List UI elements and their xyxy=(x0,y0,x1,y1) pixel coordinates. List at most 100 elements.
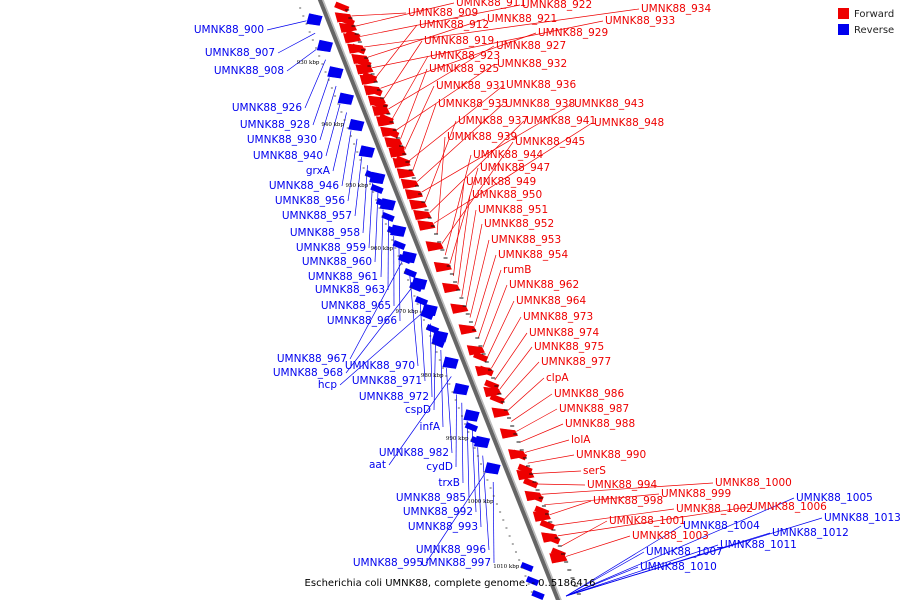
leader-line-forward xyxy=(498,346,533,391)
gene-arrow xyxy=(498,427,519,440)
leader-line-forward xyxy=(564,535,631,558)
gene-arrow xyxy=(432,261,453,273)
gene-block xyxy=(373,99,389,111)
gene-arrow xyxy=(490,406,511,419)
leader-line-forward xyxy=(387,45,495,110)
forward-gene-label: UMNK88_977 xyxy=(541,356,611,368)
gene-block xyxy=(431,337,445,349)
leader-line-forward xyxy=(552,508,675,526)
leader-line-forward xyxy=(379,32,537,90)
forward-gene-label: UMNK88_998 xyxy=(593,495,663,507)
leader-line-forward xyxy=(523,439,570,454)
gene-arrow xyxy=(404,188,424,201)
leader-line-forward xyxy=(411,103,437,173)
forward-gene-label: UMNK88_988 xyxy=(565,418,635,430)
forward-gene-label: UMNK88_948 xyxy=(594,117,664,129)
gene-block xyxy=(398,253,412,265)
gene-block xyxy=(395,155,411,167)
leader-line-forward xyxy=(535,483,586,486)
gene-arrow xyxy=(408,198,429,211)
gene-block xyxy=(484,379,500,391)
leader-line-reverse xyxy=(565,551,645,597)
reverse-gene-label: UMNK88_1007 xyxy=(646,546,723,558)
gene-arrow xyxy=(457,323,478,336)
leader-line-forward xyxy=(527,454,575,464)
leader-line-forward xyxy=(531,470,582,474)
gene-block xyxy=(520,561,534,573)
reverse-gene-label: UMNK88_972 xyxy=(359,391,429,403)
gene-arrow xyxy=(412,209,433,221)
gene-block xyxy=(517,463,533,475)
legend-forward: Forward xyxy=(838,8,898,20)
reverse-gene-label: UMNK88_900 xyxy=(194,24,264,36)
gene-block xyxy=(375,197,390,209)
forward-gene-label: UMNK88_927 xyxy=(496,40,566,52)
leader-line-forward xyxy=(502,361,540,402)
gene-block xyxy=(345,29,361,41)
reverse-gene-label: cydD xyxy=(426,461,453,473)
gene-block xyxy=(370,183,384,195)
leader-line-reverse xyxy=(425,468,489,564)
forward-gene-label: UMNK88_952 xyxy=(484,218,554,230)
forward-gene-label: UMNK88_1003 xyxy=(632,530,709,542)
leader-line-reverse xyxy=(565,525,682,597)
forward-gene-label: UMNK88_1001 xyxy=(609,515,686,527)
gene-block xyxy=(425,323,440,335)
leader-line-reverse xyxy=(565,532,771,597)
gene-block xyxy=(392,239,406,251)
gene-block xyxy=(472,351,489,363)
leader-line-reverse xyxy=(440,349,444,428)
legend-reverse-label: Reverse xyxy=(854,25,895,36)
forward-gene-label: UMNK88_999 xyxy=(661,488,731,500)
leader-line-forward xyxy=(449,167,479,266)
leader-line-reverse xyxy=(445,363,453,454)
forward-gene-label: UMNK88_1002 xyxy=(676,503,753,515)
leader-line-reverse xyxy=(419,297,426,382)
genome-axis-line xyxy=(317,0,561,600)
forward-gene-label: UMNK88_925 xyxy=(429,63,499,75)
gene-block xyxy=(381,211,395,223)
gene-arrow xyxy=(483,461,502,476)
gene-block xyxy=(364,169,379,181)
gene-block xyxy=(334,1,350,13)
gene-block xyxy=(522,477,539,489)
reverse-gene-label: UMNK88_985 xyxy=(396,492,466,504)
reverse-gene-label: UMNK88_958 xyxy=(290,227,360,239)
reverse-gene-label: UMNK88_963 xyxy=(315,284,385,296)
reverse-gene-label: UMNK88_993 xyxy=(408,521,478,533)
leader-line-reverse xyxy=(354,151,363,217)
forward-gene-label: UMNK88_944 xyxy=(473,149,543,161)
leader-line-reverse xyxy=(347,138,358,202)
leader-line-reverse xyxy=(455,389,457,468)
leader-lines xyxy=(266,2,823,597)
forward-gene-label: UMNK88_974 xyxy=(529,327,599,339)
leader-line-reverse xyxy=(277,32,316,54)
forward-gene-label: UMNK88_953 xyxy=(491,234,561,246)
gene-block xyxy=(414,295,429,307)
gene-block xyxy=(528,491,544,503)
leader-line-reverse xyxy=(433,336,436,411)
reverse-gene-label: UMNK88_966 xyxy=(327,315,397,327)
gene-arrow xyxy=(416,219,437,232)
forward-gene-label: clpA xyxy=(546,372,569,384)
reverse-gene-label: aat xyxy=(369,459,386,471)
reverse-gene-label: UMNK88_1004 xyxy=(683,520,760,532)
leader-line-reverse xyxy=(565,566,639,597)
genome-axis xyxy=(317,0,562,600)
forward-gene-label: UMNK88_921 xyxy=(487,13,557,25)
leader-line-forward xyxy=(544,493,660,506)
leader-line-reverse xyxy=(339,310,426,386)
gene-block xyxy=(470,435,484,447)
gene-arrow xyxy=(441,355,460,370)
gene-block xyxy=(550,547,566,559)
leader-line-reverse xyxy=(471,429,477,513)
legend-reverse-swatch xyxy=(838,24,849,35)
gene-block xyxy=(361,71,378,83)
reverse-gene-label: UMNK88_908 xyxy=(214,65,284,77)
leader-line-forward xyxy=(428,120,525,214)
leader-line-reverse xyxy=(492,481,495,564)
axis-tick-label: 1000 kbp xyxy=(467,499,494,505)
forward-gene-label: UMNK88_1000 xyxy=(715,477,792,489)
forward-gene-label: UMNK88_941 xyxy=(526,115,596,127)
